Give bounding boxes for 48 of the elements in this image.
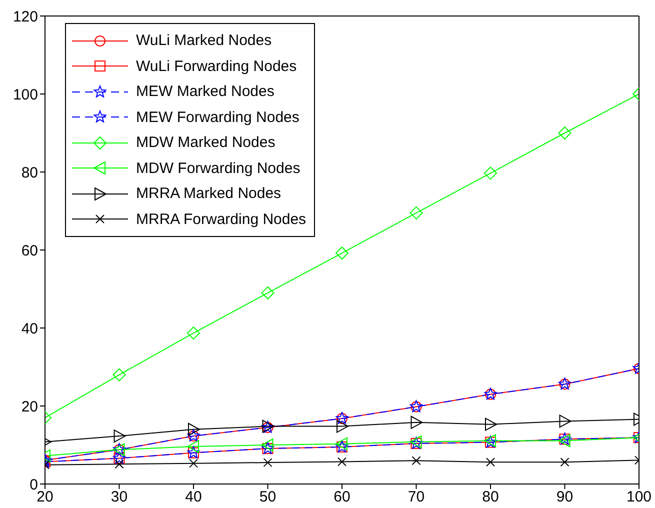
- point: [189, 458, 198, 468]
- legend-label: MDW Marked Nodes: [136, 134, 276, 152]
- y-tick-label: 20: [21, 398, 38, 416]
- x-tick-label: 20: [36, 488, 54, 506]
- point: [114, 430, 126, 443]
- y-tick-label: 80: [21, 164, 38, 182]
- y-tick-label: 120: [12, 8, 38, 26]
- point: [336, 246, 348, 260]
- point: [338, 457, 346, 466]
- x-tick-label: 60: [334, 488, 350, 506]
- point: [336, 420, 348, 433]
- point: [187, 440, 199, 454]
- point: [412, 456, 421, 466]
- y-tick-label: 40: [21, 320, 38, 338]
- x-tick-label: 90: [556, 488, 574, 506]
- point: [188, 422, 200, 436]
- legend-label: MRRA Marked Nodes: [136, 185, 282, 202]
- point: [187, 326, 200, 340]
- point: [486, 458, 495, 467]
- point: [336, 437, 348, 450]
- x-tick-label: 70: [408, 488, 425, 506]
- legend-label: MEW Marked Nodes: [136, 83, 274, 100]
- point: [485, 418, 497, 431]
- point: [559, 414, 572, 428]
- point: [263, 458, 272, 468]
- y-tick-label: 100: [12, 86, 38, 104]
- point: [114, 460, 124, 469]
- point: [484, 166, 497, 180]
- x-tick-label: 30: [110, 488, 128, 506]
- point: [261, 286, 274, 300]
- legend-label: MDW Forwarding Nodes: [136, 160, 300, 177]
- legend-label: WuLi Marked Nodes: [136, 32, 272, 50]
- x-tick-label: 50: [259, 488, 276, 506]
- point: [410, 206, 423, 220]
- point: [560, 458, 570, 467]
- point: [410, 416, 423, 429]
- x-tick-label: 80: [482, 488, 499, 506]
- point: [261, 438, 274, 452]
- x-tick-label: 40: [185, 488, 202, 506]
- point: [112, 368, 126, 382]
- point: [558, 434, 570, 448]
- legend-label: WuLi Forwarding Nodes: [136, 58, 297, 75]
- y-tick-label: 60: [21, 242, 38, 260]
- y-tick-label: 0: [30, 476, 38, 494]
- x-tick-label: 100: [626, 488, 652, 506]
- point: [558, 126, 572, 140]
- legend-label: MRRA Forwarding Nodes: [136, 210, 306, 228]
- legend-label: MEW Forwarding Nodes: [136, 108, 300, 126]
